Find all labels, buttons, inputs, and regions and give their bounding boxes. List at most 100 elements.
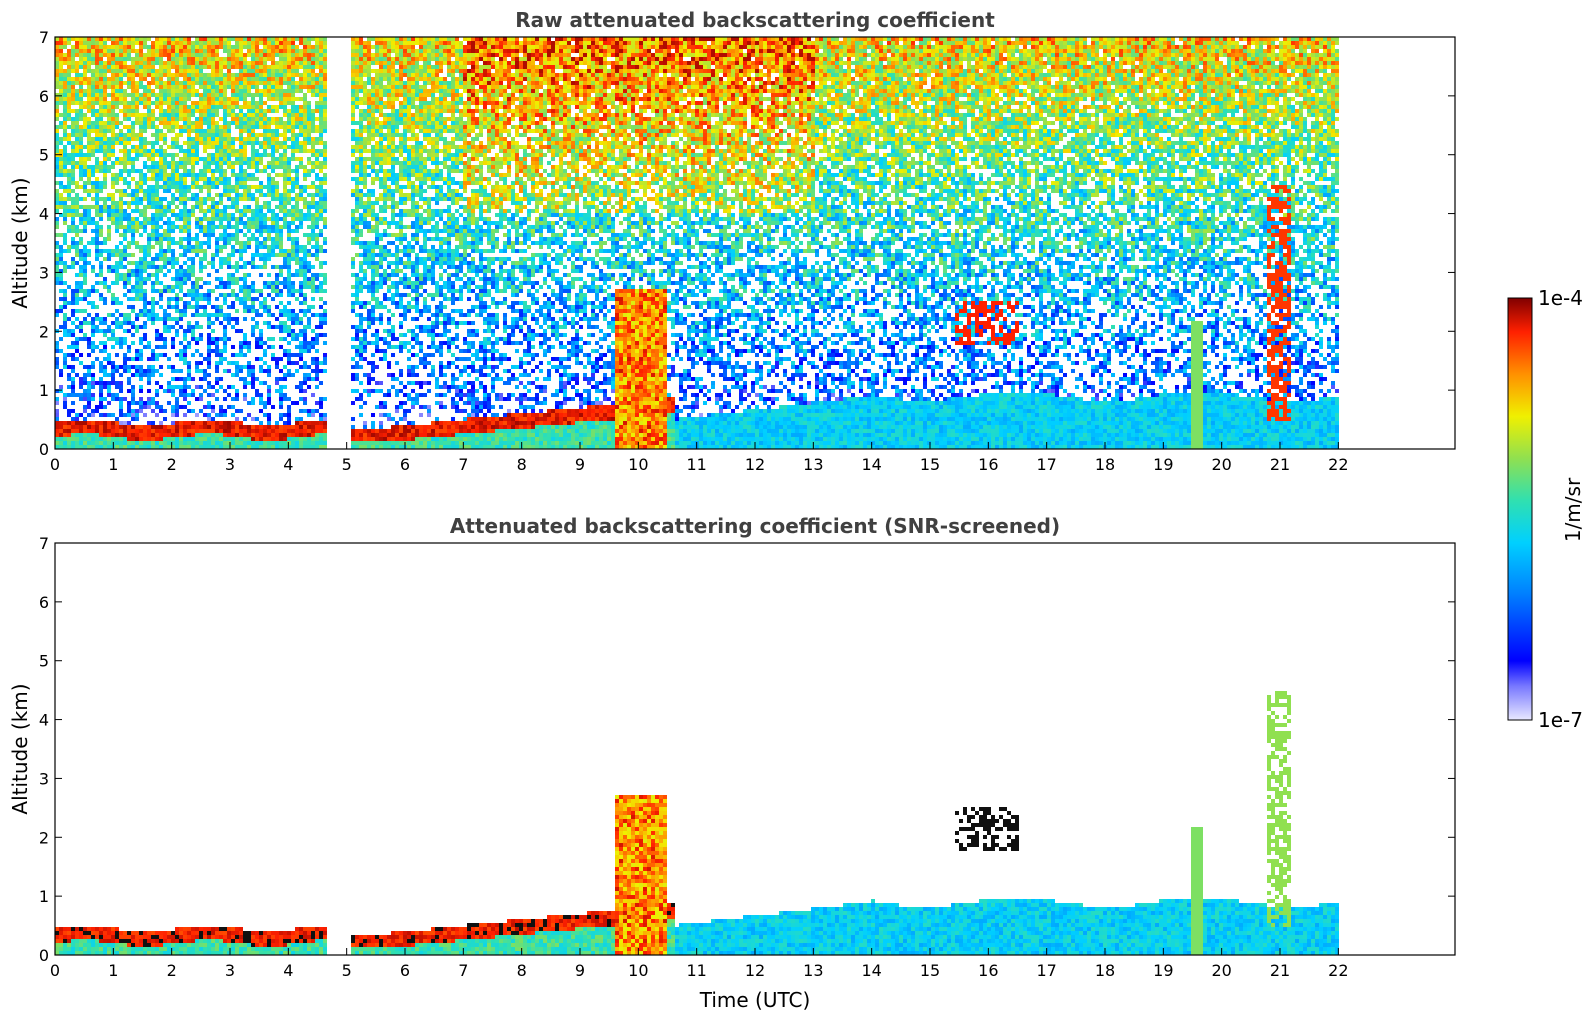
heatmap-cell	[95, 257, 99, 261]
heatmap-cell	[251, 369, 255, 373]
heatmap-cell	[267, 77, 271, 81]
heatmap-cell	[99, 401, 103, 405]
heatmap-cell	[155, 369, 159, 373]
heatmap-cell	[247, 61, 251, 65]
heatmap-cell	[315, 289, 319, 293]
heatmap-cell	[59, 309, 63, 313]
heatmap-cell	[87, 53, 91, 57]
heatmap-cell	[155, 189, 159, 193]
heatmap-cell	[215, 97, 219, 101]
heatmap-cell	[179, 157, 183, 161]
heatmap-cell	[79, 253, 83, 257]
heatmap-cell	[239, 197, 243, 201]
heatmap-cell	[319, 333, 323, 337]
heatmap-cell	[183, 249, 187, 253]
heatmap-cell	[255, 105, 259, 109]
heatmap-cell	[291, 241, 295, 245]
heatmap-cell	[207, 161, 211, 165]
heatmap-cell	[139, 169, 143, 173]
heatmap-cell	[243, 69, 247, 73]
heatmap-cell	[283, 221, 287, 225]
heatmap-cell	[131, 269, 135, 273]
heatmap-cell	[159, 157, 163, 161]
heatmap-cell	[147, 201, 151, 205]
heatmap-cell	[119, 389, 123, 393]
heatmap-cell	[123, 181, 127, 185]
heatmap-cell	[151, 205, 155, 209]
heatmap-cell	[59, 245, 63, 249]
heatmap-cell	[323, 205, 327, 209]
heatmap-cell	[115, 393, 119, 397]
heatmap-cell	[167, 429, 171, 433]
heatmap-cell	[259, 229, 263, 233]
heatmap-cell	[295, 229, 299, 233]
heatmap-cell	[195, 201, 199, 205]
heatmap-cell	[223, 325, 227, 329]
heatmap-cell	[275, 273, 279, 277]
heatmap-cell	[115, 69, 119, 73]
heatmap-cell	[243, 285, 247, 289]
heatmap-cell	[175, 297, 179, 301]
heatmap-cell	[59, 45, 63, 49]
heatmap-cell	[191, 57, 195, 61]
heatmap-cell	[155, 353, 159, 357]
heatmap-cell	[219, 429, 223, 433]
heatmap-cell	[119, 433, 123, 437]
heatmap-cell	[171, 289, 175, 293]
heatmap-cell	[215, 177, 219, 181]
heatmap-cell	[107, 49, 111, 53]
heatmap-cell	[99, 241, 103, 245]
heatmap-cell	[251, 173, 255, 177]
heatmap-cell	[303, 133, 307, 137]
heatmap-cell	[271, 281, 275, 285]
heatmap-cell	[95, 281, 99, 285]
heatmap-cell	[199, 257, 203, 261]
heatmap-cell	[95, 69, 99, 73]
heatmap-cell	[147, 369, 151, 373]
heatmap-cell	[159, 201, 163, 205]
heatmap-cell	[351, 301, 355, 305]
heatmap-cell	[95, 213, 99, 217]
heatmap-cell	[143, 57, 147, 61]
heatmap-cell	[203, 421, 207, 425]
heatmap-cell	[115, 325, 119, 329]
heatmap-cell	[159, 217, 163, 221]
heatmap-cell	[259, 161, 263, 165]
heatmap-cell	[211, 337, 215, 341]
heatmap-cell	[223, 429, 227, 433]
heatmap-cell	[271, 425, 275, 429]
heatmap-cell	[315, 109, 319, 113]
heatmap-cell	[83, 249, 87, 253]
heatmap-cell	[143, 161, 147, 165]
heatmap-cell	[223, 369, 227, 373]
heatmap-cell	[279, 321, 283, 325]
heatmap-cell	[63, 401, 67, 405]
heatmap-cell	[179, 181, 183, 185]
heatmap-cell	[219, 277, 223, 281]
heatmap-cell	[91, 69, 95, 73]
heatmap-cell	[135, 313, 139, 317]
heatmap-cell	[139, 177, 143, 181]
heatmap-cell	[79, 237, 83, 241]
heatmap-cell	[259, 61, 263, 65]
heatmap-cell	[259, 333, 263, 337]
heatmap-cell	[171, 125, 175, 129]
heatmap-cell	[219, 217, 223, 221]
heatmap-cell	[267, 285, 271, 289]
heatmap-cell	[203, 53, 207, 57]
heatmap-cell	[203, 405, 207, 409]
heatmap-cell	[223, 433, 227, 437]
heatmap-cell	[291, 213, 295, 217]
heatmap-cell	[107, 425, 111, 429]
heatmap-cell	[263, 45, 267, 49]
heatmap-cell	[187, 409, 191, 413]
heatmap-cell	[235, 389, 239, 393]
heatmap-cell	[271, 185, 275, 189]
heatmap-cell	[203, 437, 207, 441]
heatmap-cell	[135, 261, 139, 265]
heatmap-cell	[107, 105, 111, 109]
heatmap-cell	[295, 369, 299, 373]
heatmap-cell	[195, 337, 199, 341]
heatmap-cell	[187, 197, 191, 201]
heatmap-cell	[267, 161, 271, 165]
